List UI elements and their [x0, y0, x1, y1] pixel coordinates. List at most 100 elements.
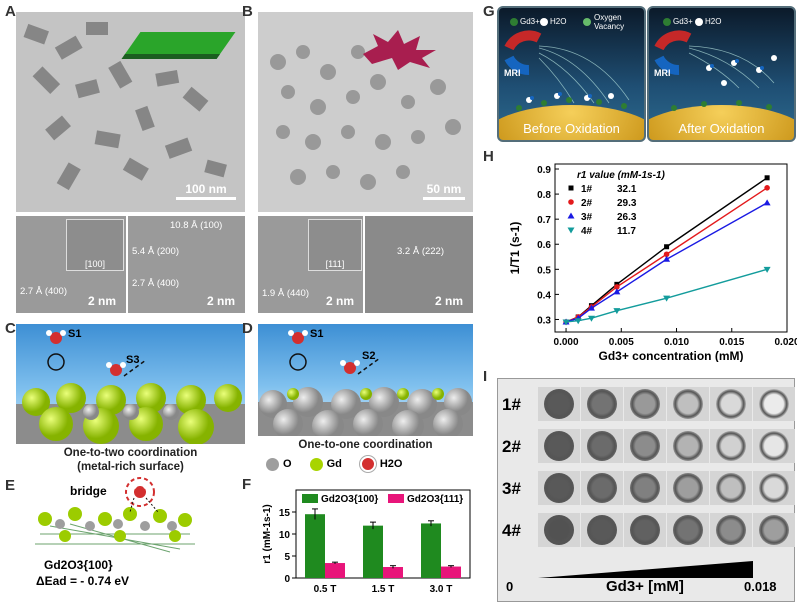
mri-phantom-cell: [753, 471, 795, 505]
state-s1-c: S1: [68, 328, 82, 340]
x-tick-label-h: 0.000: [554, 337, 579, 348]
bar-f: [441, 566, 461, 578]
y-axis-title-f: r1 (mM-1s-1): [262, 504, 273, 563]
mri-phantom-cell: [538, 387, 580, 421]
mri-phantom-cell: [581, 429, 623, 463]
tem-image-a: 100 nm: [16, 12, 245, 212]
scale-bar-a: 100 nm: [176, 182, 236, 200]
phantom-tube: [759, 515, 789, 545]
data-point-h: [574, 318, 582, 325]
scale-bar-b: 50 nm: [423, 182, 465, 200]
phantom-tube: [716, 431, 746, 461]
mri-phantom-cell: [753, 387, 795, 421]
phantom-tube: [587, 389, 617, 419]
line-chart-h: 0.3 0.4 0.5 0.6 0.7 0.8 0.9 0.000 0.005 0.010 0.01…: [508, 163, 797, 362]
mri-phantom-cell: [624, 387, 666, 421]
legend-title-h: r1 value (mM-1s-1): [577, 170, 665, 181]
lattice-label-b1: 1.9 Å (440): [262, 288, 309, 299]
legend-name-h: 3#: [581, 212, 593, 223]
y-tick-label-f: 5: [284, 552, 290, 563]
mri-phantom-cell: [710, 471, 752, 505]
data-point-h: [663, 255, 671, 262]
conc-axis-label: Gd3+ [mM]: [606, 578, 684, 595]
surface-model-d: S1 S2: [258, 324, 473, 436]
x-tick-label-f: 1.5 T: [372, 584, 395, 595]
scale-bar-b-hr2: 2 nm: [431, 294, 467, 308]
after-oxidation-box: MRI Gd3+ H2O After Oxidation: [647, 6, 796, 142]
mri-phantom-cell: [538, 429, 580, 463]
y-tick-label-h: 0.5: [537, 265, 551, 276]
legend-name-h: 1#: [581, 184, 593, 195]
data-point-h: [663, 295, 671, 302]
water-molecule-icon: [359, 456, 376, 472]
data-point-h: [613, 308, 621, 315]
phantom-tube: [716, 515, 746, 545]
bar-chart-f: 0 5 10 15 r1 (mM-1s-1) 0.5 T 1.5 T 3.0 T Gd2O3{1…: [262, 489, 471, 595]
legend-gd-after: Gd3+: [673, 17, 693, 26]
panel-label-c: C: [5, 320, 16, 337]
phantom-tube: [544, 431, 574, 461]
lattice-label-a4: 2.7 Å (400): [132, 278, 179, 289]
concentration-wedge: [538, 561, 753, 578]
mri-phantom-cell: [710, 429, 752, 463]
after-oxidation-title: After Oxidation: [678, 121, 765, 136]
plot-frame-h: [554, 163, 788, 333]
y-tick-label-h: 0.7: [537, 215, 551, 226]
mri-phantom-cell: [710, 513, 752, 547]
mri-phantom-cell: [624, 513, 666, 547]
bar-f: [325, 563, 345, 578]
atom-legend: O Gd H2O: [266, 456, 402, 472]
legend-r1-h: 11.7: [617, 226, 636, 237]
data-point-h: [764, 175, 770, 181]
phantom-tube: [544, 473, 574, 503]
legend-marker-h: [567, 212, 575, 219]
mri-label-before: MRI: [504, 68, 521, 78]
legend-name-h: 2#: [581, 198, 593, 209]
mri-phantom-cell: [581, 471, 623, 505]
scale-label-a: 100 nm: [185, 182, 227, 196]
phantom-tube: [587, 473, 617, 503]
mri-phantom-cell: [667, 387, 709, 421]
mri-phantom-cell: [538, 471, 580, 505]
caption-c1: One-to-two coordination: [63, 447, 198, 459]
mri-phantom-cell: [753, 513, 795, 547]
hrtem-a-right: 10.8 Å (100) 5.4 Å (200) 2.7 Å (400) 2 n…: [128, 216, 245, 313]
legend-gd-label: Gd: [326, 458, 342, 470]
mri-phantom-cell: [624, 429, 666, 463]
legend-gd-before: Gd3+: [520, 17, 540, 26]
phantom-tube: [630, 389, 660, 419]
scale-label-b: 50 nm: [426, 182, 462, 196]
series-line-h: [565, 202, 768, 323]
phantom-tube: [673, 515, 703, 545]
y-axis-title-h: 1/T1 (s-1): [508, 222, 522, 275]
data-point-h: [587, 304, 595, 311]
bridge-model: [35, 477, 195, 553]
y-tick-label-f: 0: [284, 574, 290, 585]
panel-label-e: E: [5, 477, 16, 494]
bar-f: [421, 523, 441, 578]
scale-bar-a-hr1: 2 nm: [84, 294, 120, 308]
mri-phantom-cell: [538, 513, 580, 547]
nanoplates-texture: [23, 22, 227, 191]
phantom-tube: [759, 431, 789, 461]
before-scene: [504, 18, 630, 111]
data-point-h: [664, 244, 670, 250]
before-oxidation-title: Before Oxidation: [523, 121, 620, 136]
y-tick-label-h: 0.4: [537, 290, 551, 301]
phantom-tube: [630, 431, 660, 461]
y-tick-label-h: 0.6: [537, 240, 551, 251]
lattice-label-a1: 2.7 Å (400): [20, 286, 67, 297]
surface-model-c: S1 S3: [16, 324, 245, 444]
mri-phantom-cell: [710, 387, 752, 421]
legend-h2o-label: H2O: [379, 458, 403, 470]
tem-image-b: 50 nm: [258, 12, 473, 212]
gd-atom-icon: [309, 457, 323, 471]
scale-label-a-hr1: 2 nm: [87, 294, 116, 308]
y-tick-label-f: 10: [279, 530, 291, 541]
row-label-4: 4#: [502, 521, 521, 540]
lattice-label-a2: 10.8 Å (100): [170, 220, 223, 231]
row-label-1: 1#: [502, 395, 521, 414]
data-point-h: [562, 319, 570, 326]
phantom-tube: [673, 473, 703, 503]
x-tick-label-h: 0.010: [664, 337, 689, 348]
